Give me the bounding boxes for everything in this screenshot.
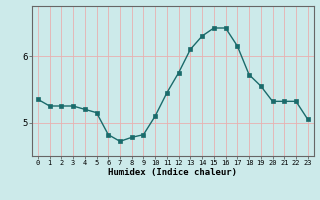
X-axis label: Humidex (Indice chaleur): Humidex (Indice chaleur): [108, 168, 237, 177]
